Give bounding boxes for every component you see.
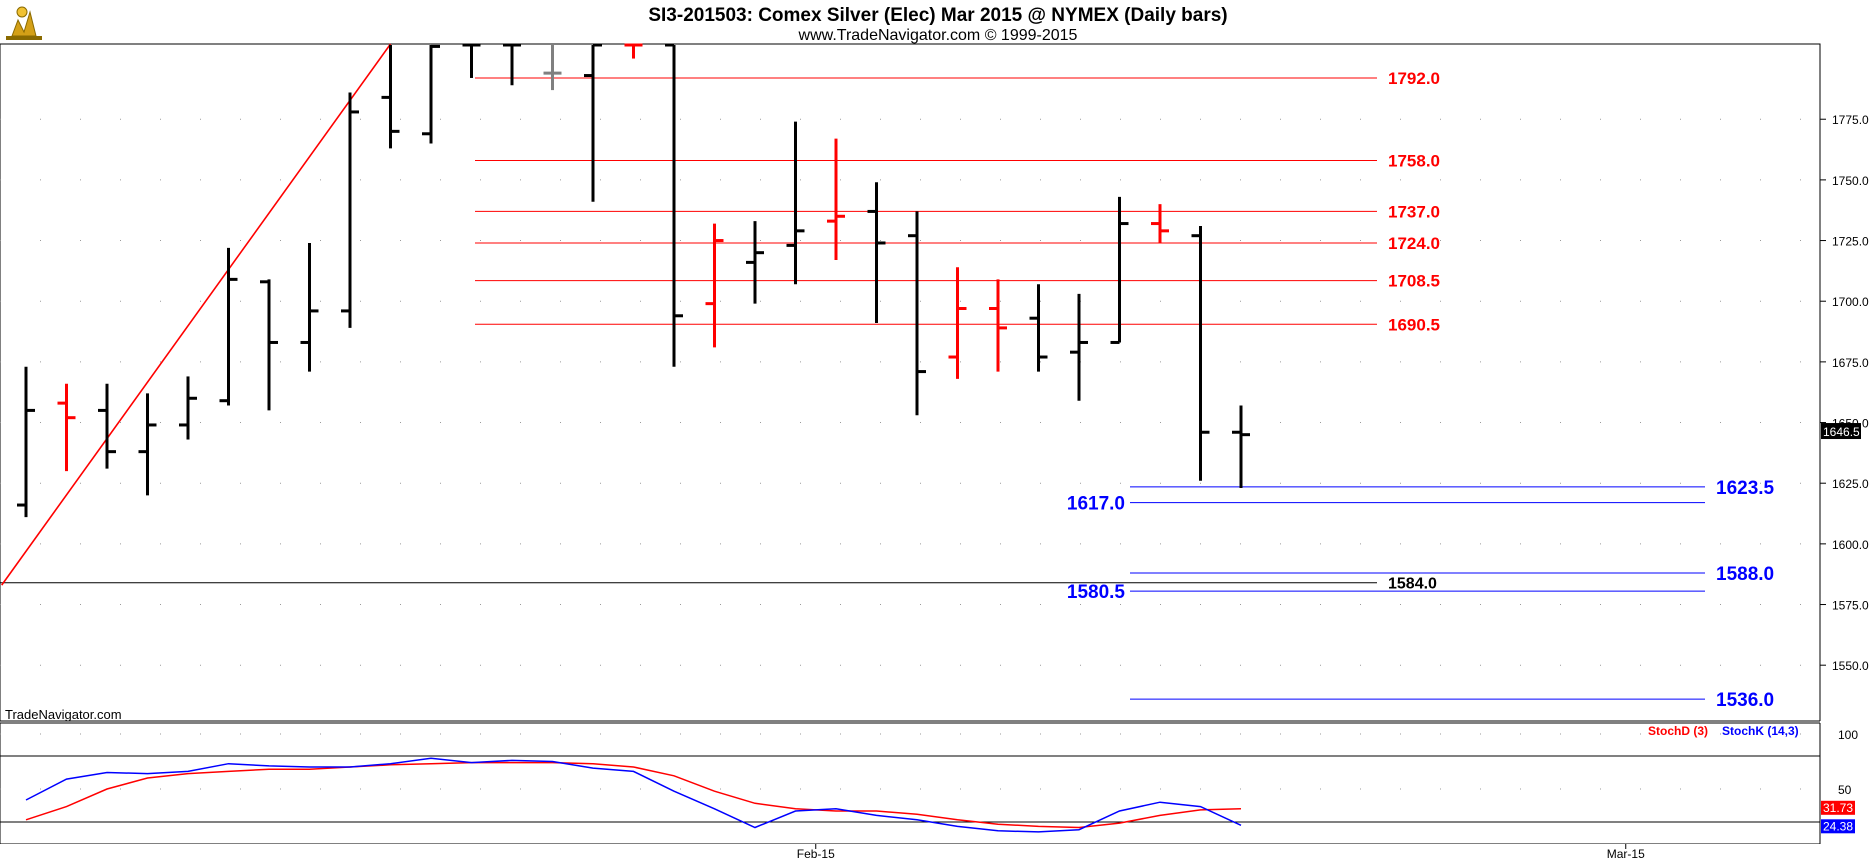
- stoch-k-line: [25, 757, 1242, 833]
- logo-icon: [6, 6, 42, 40]
- price-bar: [422, 44, 440, 144]
- price-bar: [138, 393, 157, 496]
- support-label: 1580.5: [1067, 582, 1126, 603]
- stoch-k-flag: [1821, 819, 1855, 834]
- price-bar: [543, 45, 562, 91]
- price-tick-label: 1700.0: [1832, 295, 1869, 309]
- trendline: [1, 43, 392, 586]
- header-band: [0, 0, 1876, 44]
- legend-stoch-k: StochK (14,3): [1722, 724, 1799, 738]
- resistance-label: 1737.0: [1388, 202, 1440, 221]
- price-bar: [1110, 196, 1129, 344]
- price-bar: [1070, 293, 1088, 401]
- price-tick-label: 1725.0: [1832, 235, 1869, 249]
- price-bar: [341, 92, 359, 328]
- price-tick-label: 1750.0: [1832, 174, 1869, 188]
- last-price-marker: 1646.5: [1821, 423, 1861, 440]
- price-tick-label: 1675.0: [1832, 356, 1869, 370]
- resistance-label: 1708.5: [1388, 272, 1440, 291]
- price-bar: [98, 383, 116, 469]
- stochastic-series: StochD (3) StochK (14,3) 31.73 24.38: [25, 724, 1855, 834]
- resistance-label: 1792.0: [1388, 69, 1440, 88]
- price-bar: [1151, 204, 1169, 243]
- resistance-label: 1724.0: [1388, 234, 1440, 253]
- price-bar: [746, 221, 764, 304]
- price-tick-label: 1625.0: [1832, 477, 1869, 491]
- price-bar: [908, 211, 926, 416]
- stoch-d-flag: [1821, 800, 1855, 815]
- price-bar: [1232, 405, 1250, 489]
- price-bar: [462, 43, 481, 78]
- price-bar: [827, 138, 845, 260]
- stoch-tick-label: 100: [1838, 728, 1858, 742]
- price-bar: [503, 43, 521, 86]
- price-bar: [705, 223, 724, 348]
- price-bar: [179, 376, 197, 440]
- horizontal-levels: 1792.0 1758.0 1737.0 1724.0 1708.5 1690.5 1623…: [0, 69, 1775, 711]
- resistance-label: 1758.0: [1388, 151, 1440, 170]
- price-bar: [1191, 225, 1210, 481]
- price-bar: [300, 242, 319, 372]
- legend-stoch-d: StochD (3): [1648, 724, 1708, 738]
- last-price-box: [1821, 423, 1861, 440]
- price-tick-label: 1575.0: [1832, 599, 1869, 613]
- price-bar: [381, 45, 400, 149]
- chart-subtitle: www.TradeNavigator.com © 1999-2015: [798, 27, 1078, 44]
- stochastic-panel: [0, 722, 1821, 845]
- price-bar: [219, 247, 238, 406]
- price-bar: [17, 366, 35, 518]
- price-bar: [57, 383, 76, 472]
- x-tick-label: Mar-15: [1607, 847, 1645, 861]
- price-bar: [665, 43, 683, 367]
- support-label: 1588.0: [1716, 564, 1774, 585]
- last-price-label: 1646.5: [1823, 425, 1860, 439]
- x-tick-label: Feb-15: [797, 847, 835, 861]
- stoch-tick-label: 50: [1838, 783, 1852, 797]
- stochastic-grid: 100 50: [0, 728, 1858, 823]
- price-bar: [584, 43, 602, 202]
- support-label: 1536.0: [1716, 690, 1774, 711]
- price-axis-ticks: 1550.01575.01600.01625.01650.01675.01700…: [1820, 113, 1869, 673]
- chart-title: SI3-201503: Comex Silver (Elec) Mar 2015…: [648, 5, 1227, 26]
- stoch-d-line: [25, 761, 1242, 829]
- reference-label: 1584.0: [1388, 576, 1437, 593]
- price-bar: [260, 279, 278, 411]
- stoch-d-flag-label: 31.73: [1823, 801, 1853, 815]
- bottom-axis: [0, 844, 1876, 863]
- support-label: 1623.5: [1716, 478, 1775, 499]
- stoch-k-flag-label: 24.38: [1823, 819, 1853, 833]
- price-bar: [786, 121, 805, 285]
- price-bar: [948, 267, 967, 379]
- price-bar: [624, 43, 643, 59]
- resistance-label: 1690.5: [1388, 315, 1440, 334]
- price-panel: [0, 43, 1821, 722]
- price-tick-label: 1550.0: [1832, 659, 1869, 673]
- watermark: TradeNavigator.com: [5, 707, 122, 722]
- price-bars: [17, 43, 1250, 518]
- price-bar: [989, 279, 1007, 372]
- support-label: 1617.0: [1067, 494, 1125, 515]
- price-tick-label: 1600.0: [1832, 538, 1869, 552]
- trendline-layer: [1, 43, 392, 586]
- x-axis-ticks: Feb-15 Mar-15: [797, 844, 1645, 861]
- price-tick-label: 1775.0: [1832, 113, 1869, 127]
- price-bar: [1029, 284, 1048, 372]
- right-axis: [1820, 44, 1876, 844]
- price-bar: [867, 182, 886, 324]
